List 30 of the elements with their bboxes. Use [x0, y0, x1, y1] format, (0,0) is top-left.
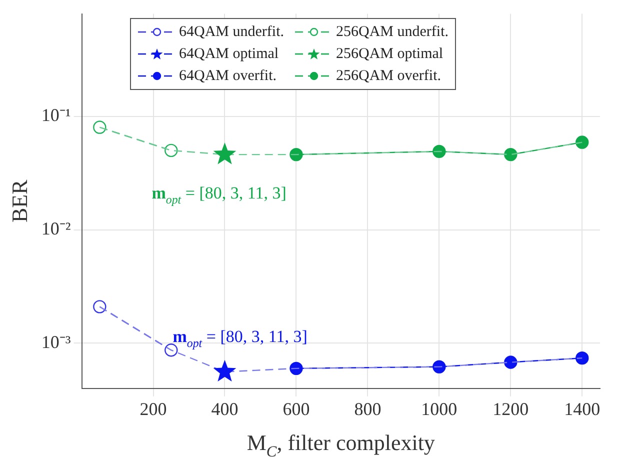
- legend-label: 256QAM optimal: [336, 45, 444, 64]
- point: [290, 148, 303, 162]
- point: [290, 362, 303, 376]
- point: [504, 148, 518, 162]
- x-tick-label: 1400: [564, 398, 600, 419]
- y-tick-label: 10⁻²: [41, 218, 71, 238]
- y-tick-label: 10⁻¹: [41, 105, 71, 126]
- point: [213, 360, 236, 382]
- legend-label: 256QAM underfit.: [336, 23, 448, 42]
- x-tick-label: 200: [140, 398, 167, 419]
- y-tick-label: 10⁻³: [41, 332, 72, 352]
- y-axis-title: BER: [6, 179, 32, 222]
- legend-label: 64QAM optimal: [179, 45, 279, 64]
- point: [576, 136, 589, 149]
- point: [576, 351, 589, 365]
- x-tick-label: 600: [282, 398, 310, 419]
- point: [93, 300, 106, 314]
- x-tick-label: 1200: [492, 398, 529, 419]
- point: [164, 344, 178, 357]
- legend-label: 256QAM overfit.: [336, 67, 441, 86]
- x-tick-label: 800: [354, 398, 382, 419]
- point: [213, 142, 236, 164]
- x-tick-label: 400: [211, 398, 238, 419]
- point: [164, 144, 178, 158]
- legend-label: 64QAM overfit.: [179, 67, 276, 86]
- point: [504, 356, 518, 369]
- point: [432, 144, 446, 158]
- point: [93, 120, 106, 134]
- x-tick-label: 1000: [421, 398, 458, 419]
- legend-label: 64QAM underfit.: [179, 23, 284, 42]
